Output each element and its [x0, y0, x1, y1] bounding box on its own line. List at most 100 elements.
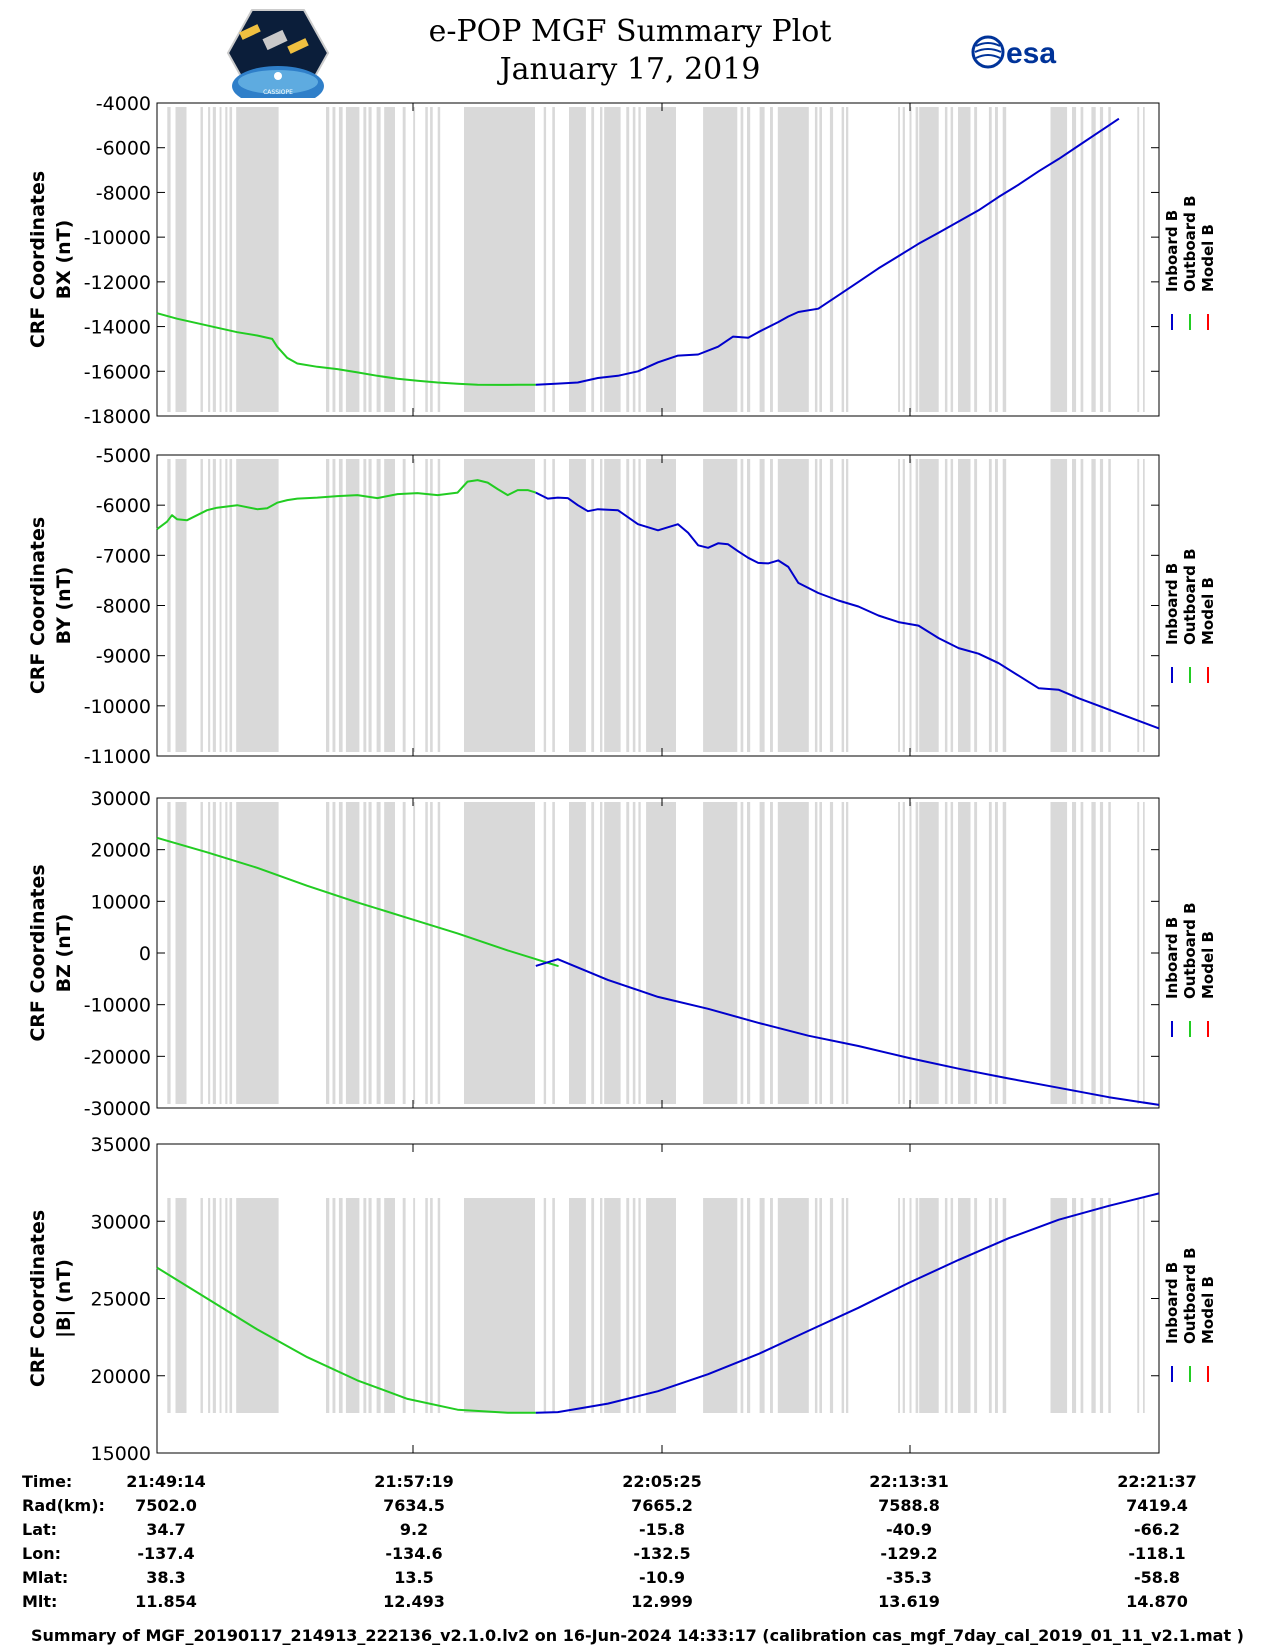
shade-interval	[958, 107, 971, 412]
shade-interval	[740, 1198, 744, 1413]
y-tick-label: 30000	[91, 788, 151, 810]
shade-interval	[1002, 802, 1007, 1104]
shade-interval	[368, 802, 372, 1104]
shade-interval	[368, 1198, 372, 1413]
shade-interval	[632, 459, 636, 752]
y-axis-title-line2: BY (nT)	[53, 567, 75, 645]
y-tick-label: -30000	[84, 1098, 151, 1120]
shade-interval	[995, 802, 998, 1104]
shade-interval	[958, 459, 971, 752]
y-tick-label: -8000	[96, 182, 151, 204]
shade-interval	[167, 802, 171, 1104]
shade-interval	[974, 1198, 978, 1413]
shade-interval	[1108, 802, 1111, 1104]
shade-interval	[225, 1198, 228, 1413]
shade-interval	[626, 802, 630, 1104]
ephem-label-lat: Lat:	[22, 1520, 58, 1539]
shade-interval	[740, 802, 744, 1104]
shade-interval	[332, 459, 336, 752]
shade-interval	[338, 459, 343, 752]
legend-label: Outboard B	[1181, 902, 1199, 999]
shade-interval	[225, 802, 228, 1104]
y-axis-title-line2: |B| (nT)	[53, 1259, 75, 1338]
shade-interval	[1080, 459, 1084, 752]
shade-interval	[819, 107, 822, 412]
shade-interval	[626, 1198, 630, 1413]
shade-interval	[950, 1198, 954, 1413]
shade-interval	[229, 107, 233, 412]
shade-interval	[1108, 1198, 1111, 1413]
shade-interval	[430, 1198, 433, 1413]
shade-interval	[569, 1198, 586, 1413]
shade-interval	[236, 459, 279, 752]
shade-interval	[646, 459, 676, 752]
shade-interval	[944, 802, 948, 1104]
logo-caption: CASSIOPE	[263, 89, 293, 96]
shade-interval	[384, 107, 395, 412]
y-tick-label: -10000	[84, 995, 151, 1017]
shade-interval	[915, 107, 919, 412]
legend: Inboard B Outboard B Model B	[1163, 1247, 1217, 1382]
shade-interval	[1099, 107, 1104, 412]
shade-interval	[1143, 107, 1145, 412]
y-tick-label: -5000	[96, 445, 151, 467]
shade-interval	[569, 107, 586, 412]
ephem-c1-time: 21:57:19	[374, 1472, 454, 1491]
shade-interval	[1099, 802, 1104, 1104]
legend-label: Outboard B	[1181, 195, 1199, 292]
shade-interval	[1002, 107, 1007, 412]
shade-interval	[841, 802, 845, 1104]
shade-interval	[604, 1198, 621, 1413]
shade-interval	[384, 1198, 395, 1413]
shade-interval	[600, 1198, 603, 1413]
shade-interval	[898, 459, 900, 752]
shade-interval	[814, 107, 818, 412]
shade-interval	[919, 459, 939, 752]
shade-interval	[569, 802, 586, 1104]
shade-interval	[543, 107, 547, 412]
ephem-c2-lat: -15.8	[638, 1520, 686, 1539]
series-outboard-line	[156, 312, 536, 386]
ephem-c1-mlt: 12.493	[383, 1592, 445, 1611]
shade-interval	[909, 802, 912, 1104]
ephem-c3-rad: 7588.8	[878, 1496, 940, 1515]
shade-interval	[402, 802, 406, 1104]
shade-interval	[552, 459, 555, 752]
shade-interval	[777, 107, 809, 412]
y-tick-label: 20000	[91, 1366, 151, 1388]
shade-interval	[376, 802, 381, 1104]
shade-interval	[212, 107, 216, 412]
shade-interval	[604, 802, 621, 1104]
ephem-c2-mlat: -10.9	[638, 1568, 686, 1587]
shade-interval	[175, 459, 187, 752]
ephem-c3-mlat: -35.3	[885, 1568, 933, 1587]
shade-interval	[1108, 107, 1111, 412]
y-tick-label: -20000	[84, 1046, 151, 1068]
shade-interval	[829, 1198, 834, 1413]
shade-interval	[326, 107, 330, 412]
shade-interval	[747, 1198, 751, 1413]
shade-interval	[600, 459, 603, 752]
title-line-1: e-POP MGF Summary Plot	[428, 14, 832, 49]
shade-interval	[841, 459, 845, 752]
shade-interval	[638, 802, 641, 1104]
legend: Inboard B Outboard B Model B	[1163, 195, 1217, 330]
legend-label: Outboard B	[1181, 1247, 1199, 1344]
shade-interval	[988, 802, 992, 1104]
shade-interval	[413, 802, 416, 1104]
shade-interval	[384, 802, 395, 1104]
ephem-c1-lon: -134.6	[385, 1544, 443, 1563]
shade-interval	[974, 459, 978, 752]
shade-interval	[552, 802, 555, 1104]
shade-interval	[1099, 1198, 1104, 1413]
ephem-c3-mlt: 13.619	[878, 1592, 940, 1611]
shade-interval	[740, 459, 744, 752]
shade-interval	[1002, 459, 1007, 752]
shade-interval	[703, 1198, 738, 1413]
shade-interval	[208, 107, 211, 412]
shade-interval	[944, 107, 948, 412]
ephem-label-mlat: Mlat:	[22, 1568, 69, 1587]
shade-interval	[464, 107, 535, 412]
ephem-c0-mlat: 38.3	[146, 1568, 186, 1587]
y-tick-label: 15000	[91, 1443, 151, 1465]
